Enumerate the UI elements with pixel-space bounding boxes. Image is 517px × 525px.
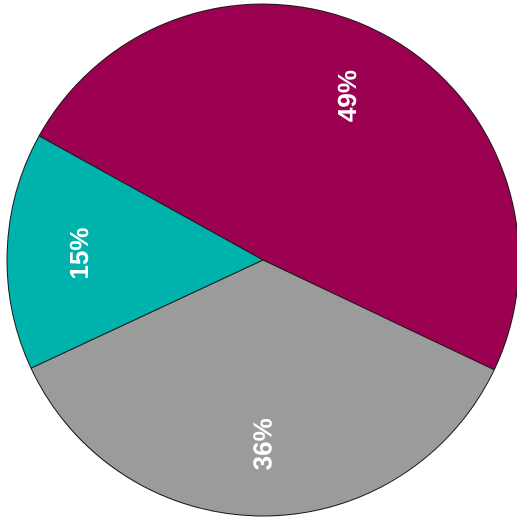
pie-slice-2 (6, 135, 265, 369)
labels-layer: 49% 36% 15% (64, 70, 362, 470)
pie-slice-1 (30, 259, 495, 517)
pie-slice-0 (38, 3, 517, 371)
slices-layer (6, 3, 517, 517)
pie-slice-label-0: 49% (332, 70, 362, 122)
pie-slice-label-2: 15% (64, 228, 94, 280)
pie-slice-label-1: 36% (247, 418, 277, 470)
